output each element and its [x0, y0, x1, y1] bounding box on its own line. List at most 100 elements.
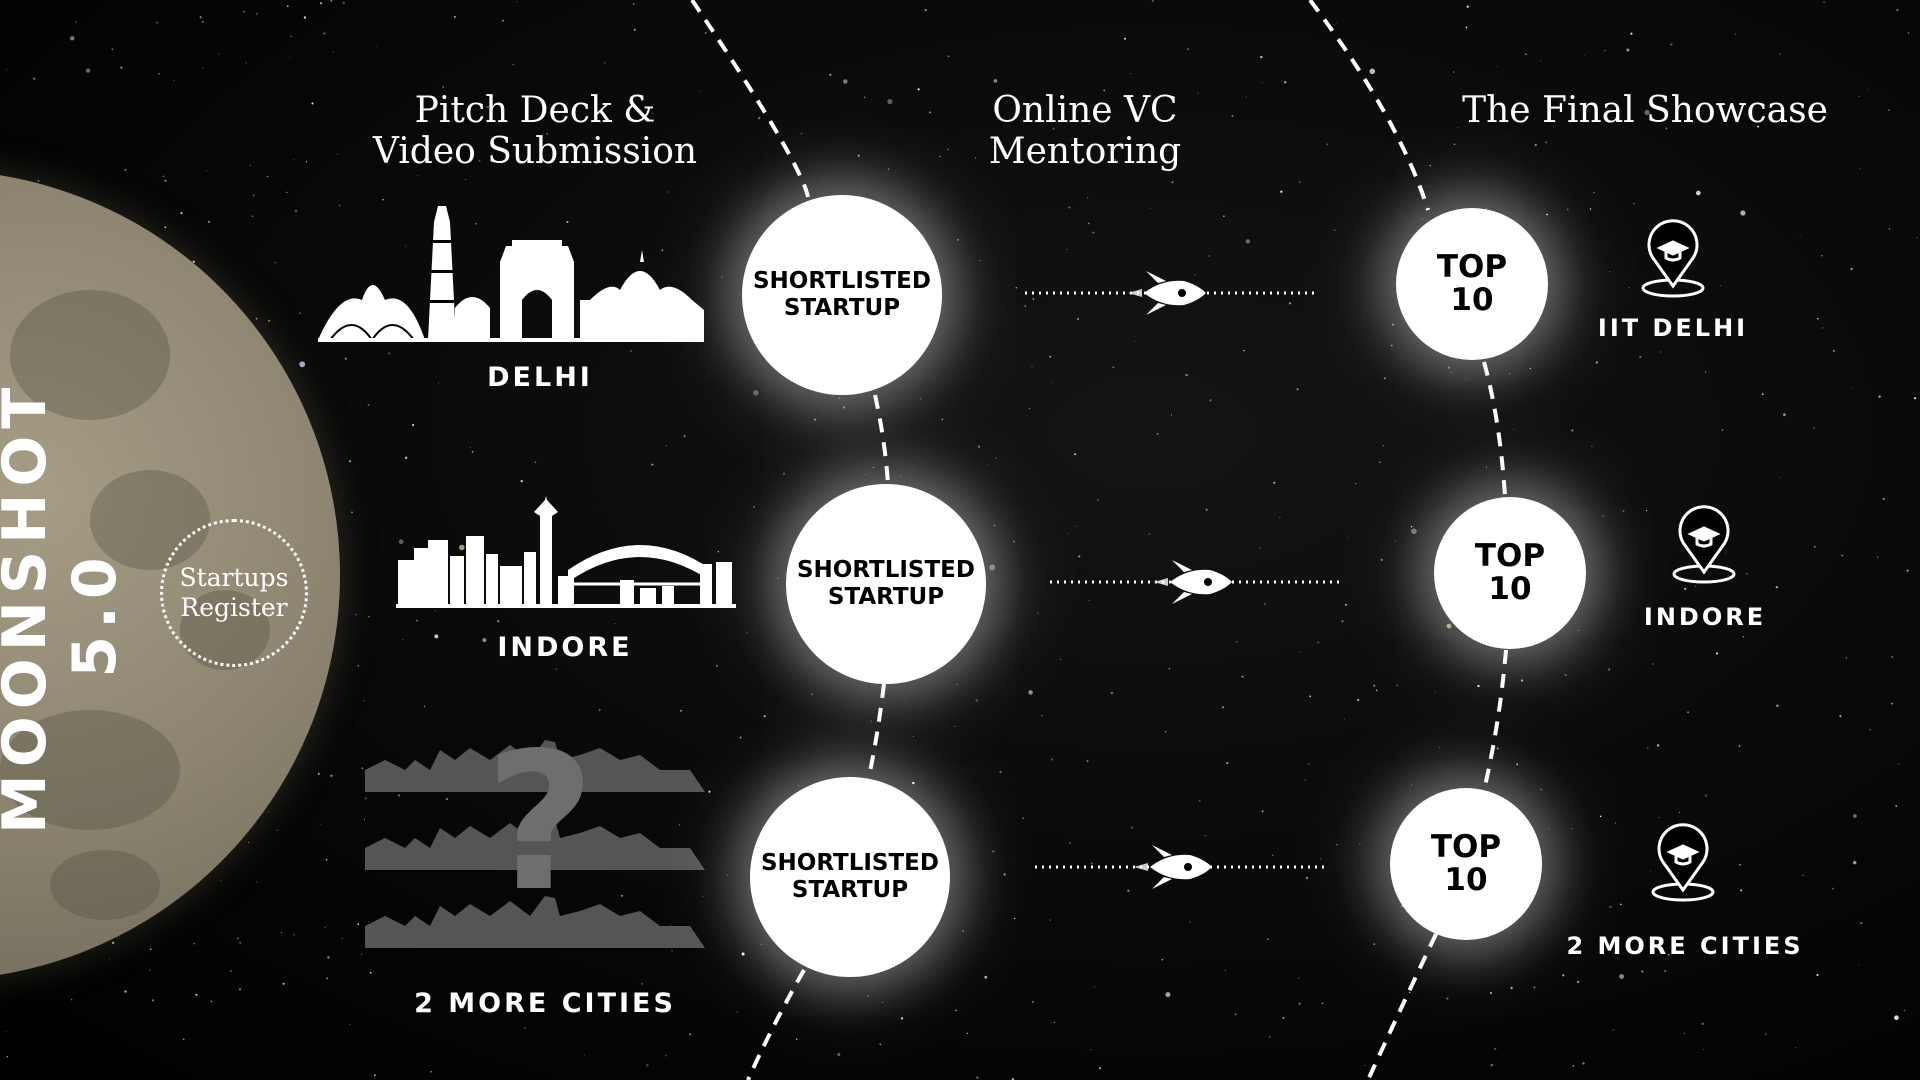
- star: [1513, 428, 1515, 430]
- star: [1783, 413, 1786, 417]
- venue-label-more: 2 MORE CITIES: [1566, 932, 1804, 960]
- star: [520, 479, 523, 483]
- star: [442, 86, 445, 88]
- star: [1866, 89, 1868, 91]
- star: [1112, 366, 1115, 369]
- star: [1221, 706, 1225, 709]
- star: [368, 616, 370, 618]
- star: [1612, 1029, 1615, 1031]
- star: [777, 578, 779, 580]
- star: [1529, 367, 1531, 370]
- star: [1207, 255, 1210, 257]
- star: [1060, 658, 1061, 660]
- star: [74, 21, 77, 23]
- graduation-cap-location-icon: [1672, 505, 1736, 584]
- orbit-path-right: [1366, 933, 1438, 1080]
- star: [1799, 234, 1801, 236]
- star: [976, 1076, 979, 1079]
- star: [736, 1011, 738, 1014]
- star: [857, 154, 860, 157]
- star: [1740, 889, 1743, 892]
- star: [912, 781, 915, 785]
- venue-label-iit-delhi: IIT DELHI: [1597, 314, 1749, 342]
- star: [1123, 37, 1127, 40]
- star: [156, 21, 159, 24]
- star: [667, 191, 669, 193]
- phase-title-mentoring: Online VC Mentoring: [935, 90, 1235, 172]
- star: [800, 132, 803, 135]
- star: [1373, 684, 1376, 687]
- star: [180, 212, 183, 215]
- star: [1882, 497, 1885, 500]
- star: [1382, 445, 1384, 447]
- star: [529, 380, 531, 382]
- star: [290, 35, 292, 38]
- star: [1780, 477, 1782, 479]
- top-line-2: 10: [1450, 282, 1494, 318]
- star: [665, 445, 667, 447]
- star: [363, 700, 365, 702]
- star: [274, 261, 276, 264]
- star: [1284, 81, 1287, 84]
- top-line-2: 10: [1444, 862, 1488, 898]
- star: [1336, 844, 1338, 846]
- star: [1093, 986, 1096, 988]
- star: [1261, 810, 1264, 813]
- star: [478, 159, 481, 162]
- star: [566, 220, 569, 223]
- star: [1571, 827, 1573, 830]
- star: [293, 159, 295, 161]
- star: [1687, 711, 1689, 714]
- star: [1720, 285, 1722, 287]
- star: [1260, 55, 1263, 59]
- star: [516, 1, 518, 3]
- star: [1896, 8, 1899, 11]
- star: [324, 926, 326, 928]
- star: [1096, 499, 1099, 502]
- star: [1003, 873, 1006, 876]
- star: [1816, 973, 1819, 977]
- star: [1197, 92, 1199, 94]
- star: [1577, 630, 1579, 631]
- star: [162, 175, 164, 177]
- star: [1888, 109, 1890, 111]
- star: [651, 463, 654, 466]
- rocket-icon: [1134, 845, 1212, 889]
- star: [1620, 903, 1622, 906]
- star: [517, 826, 521, 830]
- star: [1308, 763, 1310, 765]
- star: [1670, 43, 1673, 46]
- star: [202, 67, 204, 69]
- phase-title-line-1: Online VC: [992, 90, 1178, 131]
- star: [1280, 190, 1283, 193]
- star: [1151, 0, 1154, 3]
- star: [1446, 997, 1449, 1000]
- star: [1633, 202, 1635, 205]
- star: [1450, 371, 1452, 374]
- star: [1658, 816, 1660, 819]
- star: [1907, 32, 1910, 34]
- star: [683, 435, 686, 438]
- star: [303, 16, 307, 19]
- star: [1590, 445, 1593, 448]
- star: [1317, 641, 1320, 644]
- star: [977, 445, 980, 448]
- top-line-2: 10: [1488, 571, 1532, 607]
- star: [646, 1064, 649, 1067]
- star: [1891, 655, 1894, 659]
- star: [1628, 286, 1630, 288]
- star: [1626, 48, 1630, 52]
- star: [1614, 822, 1616, 824]
- star: [1582, 1062, 1585, 1065]
- star: [652, 112, 654, 114]
- phase-title-submission: Pitch Deck & Video Submission: [370, 90, 700, 172]
- star: [109, 958, 110, 960]
- star: [1585, 669, 1587, 671]
- star: [85, 68, 91, 73]
- star: [1821, 326, 1824, 329]
- star: [595, 161, 598, 165]
- star: [1757, 125, 1760, 128]
- star: [928, 111, 931, 114]
- star: [924, 9, 927, 12]
- star: [323, 32, 326, 35]
